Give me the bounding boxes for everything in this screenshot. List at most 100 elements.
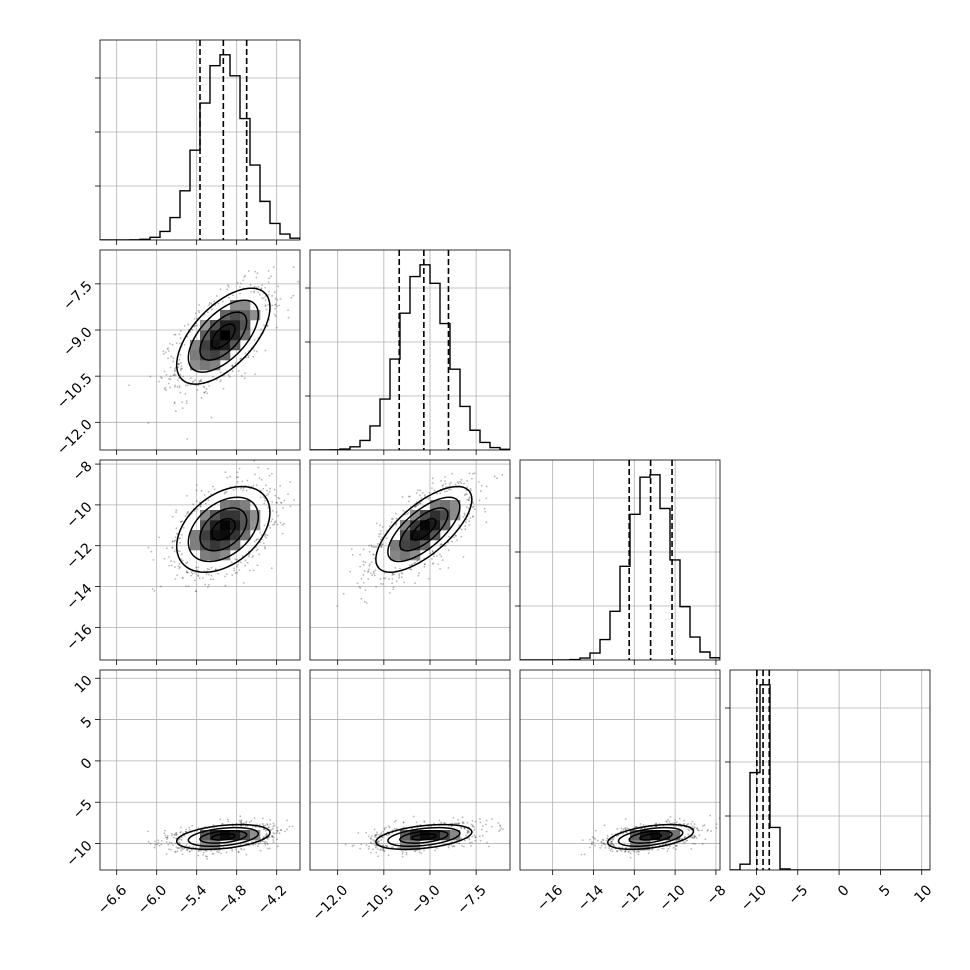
scatter-point [195, 324, 198, 327]
y-tick-label: −10 [63, 838, 95, 870]
contour-1 [199, 829, 248, 844]
scatter-point [497, 822, 500, 824]
scatter-point [464, 525, 467, 527]
density-cell [220, 550, 231, 561]
scatter-point [367, 570, 370, 573]
scatter-point [176, 385, 179, 388]
scatter-point [420, 497, 423, 500]
scatter-point [363, 570, 366, 572]
scatter-point [271, 518, 274, 521]
scatter-point [205, 573, 208, 576]
scatter-point [463, 512, 466, 515]
contour-3 [175, 485, 271, 573]
scatter-point [694, 843, 696, 845]
panel-3-0: −10 −5 0 5 10 −6.6 −6.0 −5.4 −4.8 −4.2 [63, 669, 301, 918]
scatter-point [231, 574, 234, 577]
scatter-point [280, 501, 283, 504]
scatter-point [590, 843, 593, 846]
scatter-point [370, 842, 373, 845]
scatter-point [212, 485, 214, 488]
scatter-point [213, 488, 216, 491]
scatter-point [253, 338, 256, 341]
scatter-point [171, 515, 174, 518]
scatter-point [374, 546, 377, 548]
scatter-point [485, 485, 488, 488]
scatter-point [268, 277, 271, 280]
scatter-point [467, 830, 470, 832]
scatter-point [209, 578, 212, 581]
scatter-point [240, 820, 242, 823]
scatter-point [272, 832, 275, 834]
histogram-1 [310, 264, 510, 450]
scatter-point [180, 520, 183, 523]
scatter-point [235, 565, 238, 568]
scatter-point [589, 846, 591, 849]
scatter-point [620, 849, 623, 852]
scatter-point [236, 558, 238, 561]
scatter-point [261, 822, 264, 825]
scatter-point [276, 826, 279, 829]
scatter-point [388, 826, 391, 829]
scatter-point [445, 490, 448, 493]
density-cell [200, 840, 211, 851]
density-cell [220, 830, 231, 841]
scatter-point [258, 293, 261, 296]
density-cell [410, 510, 421, 521]
scatter-point [177, 363, 180, 365]
scatter-point [395, 517, 398, 520]
scatter-point [278, 832, 281, 835]
scatter-point [167, 843, 170, 846]
scatter-point [157, 841, 160, 844]
scatter-point [459, 480, 462, 483]
scatter-point [665, 820, 668, 823]
scatter-point [234, 848, 237, 851]
contour-3 [175, 823, 271, 851]
scatter-point [686, 823, 688, 826]
scatter-point [460, 827, 463, 829]
scatter-point [269, 823, 272, 826]
scatter-point [444, 822, 446, 825]
scatter-point [252, 569, 255, 572]
scatter-point [195, 489, 198, 492]
contour-0 [210, 517, 236, 541]
scatter-point [277, 496, 280, 499]
density-cell [390, 550, 401, 561]
scatter-point [262, 487, 265, 490]
scatter-point [230, 847, 233, 850]
scatter-point [273, 523, 276, 526]
density-cell [450, 500, 461, 511]
scatter-point [375, 834, 377, 837]
density-cell [410, 840, 421, 851]
scatter-point [267, 507, 270, 510]
scatter-point [196, 317, 198, 320]
density-cell [450, 510, 461, 521]
contour-1 [199, 311, 248, 361]
scatter-point [240, 819, 243, 822]
scatter-point [180, 367, 183, 370]
scatter-point [186, 335, 189, 338]
scatter-point [252, 554, 255, 557]
scatter-point [185, 562, 188, 565]
scatter-point [490, 817, 493, 820]
scatter-point [627, 850, 630, 853]
scatter-point [278, 304, 280, 307]
scatter-point [237, 851, 240, 853]
scatter-point [473, 508, 476, 511]
scatter-point [253, 285, 256, 288]
scatter-point [174, 842, 177, 845]
scatter-point [628, 850, 630, 853]
scatter-point [421, 492, 424, 494]
scatter-point [194, 571, 197, 574]
x-tick-label: −14 [575, 882, 607, 914]
scatter-point [152, 558, 155, 561]
scatter-point [399, 567, 401, 570]
scatter-point [183, 847, 186, 850]
scatter-point [200, 397, 203, 399]
density-cell [220, 510, 231, 521]
scatter-point [187, 571, 189, 574]
scatter-point [244, 352, 247, 355]
scatter-point [189, 850, 191, 853]
scatter-point [370, 561, 373, 564]
scatter-point [173, 401, 176, 404]
density-cell [240, 520, 251, 531]
